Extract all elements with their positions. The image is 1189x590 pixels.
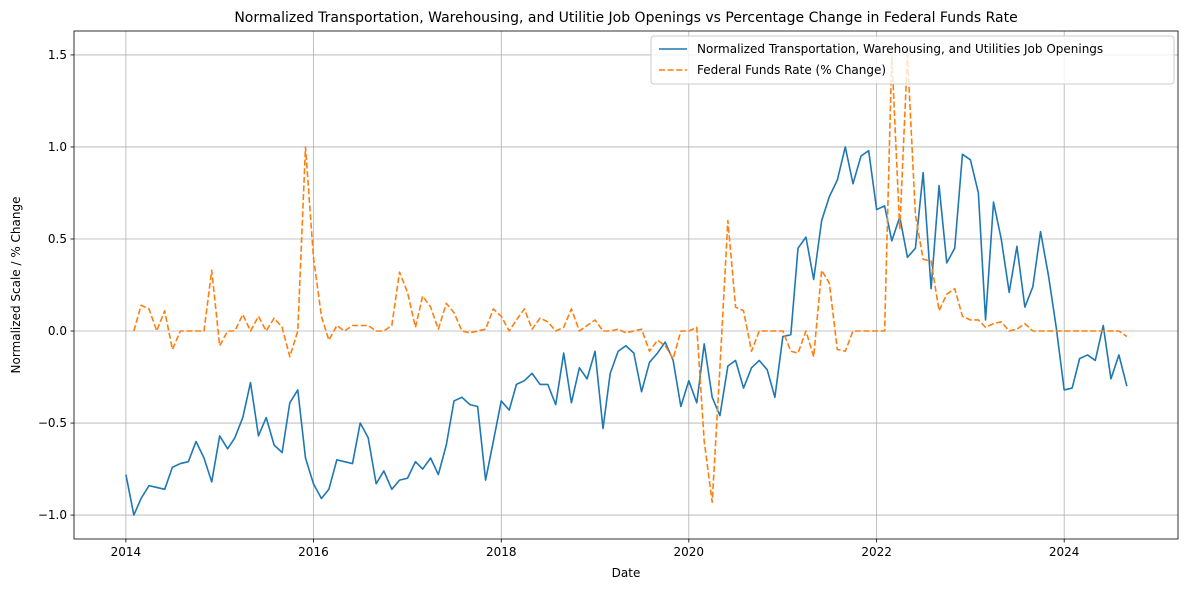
series-line-job-openings (125, 146, 1128, 516)
x-tick-label: 2024 (1049, 545, 1080, 559)
y-tick-label: 0.5 (48, 232, 67, 246)
x-tick-label: 2022 (861, 545, 892, 559)
chart-title: Normalized Transportation, Warehousing, … (234, 10, 1017, 26)
x-tick-label: 2018 (486, 545, 517, 559)
grid (74, 31, 1178, 539)
legend-label-job-openings: Normalized Transportation, Warehousing, … (697, 42, 1103, 56)
series-layer (125, 54, 1128, 516)
ticks: 2014 2016 2018 2020 2022 2024 −1.0 −0.5 0.0 0.5 1.… (38, 48, 1080, 559)
series-line-fed-funds-rate (133, 54, 1128, 503)
y-axis-title: Normalized Scale / % Change (9, 197, 23, 374)
y-tick-label: 1.5 (48, 48, 67, 62)
y-tick-label: −0.5 (38, 416, 67, 430)
legend-label-fed-funds-rate: Federal Funds Rate (% Change) (697, 63, 886, 77)
x-axis-title: Date (612, 566, 641, 580)
y-tick-label: 1.0 (48, 140, 67, 154)
legend: Normalized Transportation, Warehousing, … (650, 35, 1175, 85)
plot-frame (73, 30, 1179, 540)
x-tick-label: 2014 (111, 545, 142, 559)
x-tick-label: 2016 (298, 545, 329, 559)
y-tick-label: −1.0 (38, 508, 67, 522)
x-tick-label: 2020 (674, 545, 705, 559)
y-tick-label: 0.0 (48, 324, 67, 338)
legend-box (650, 35, 1175, 85)
